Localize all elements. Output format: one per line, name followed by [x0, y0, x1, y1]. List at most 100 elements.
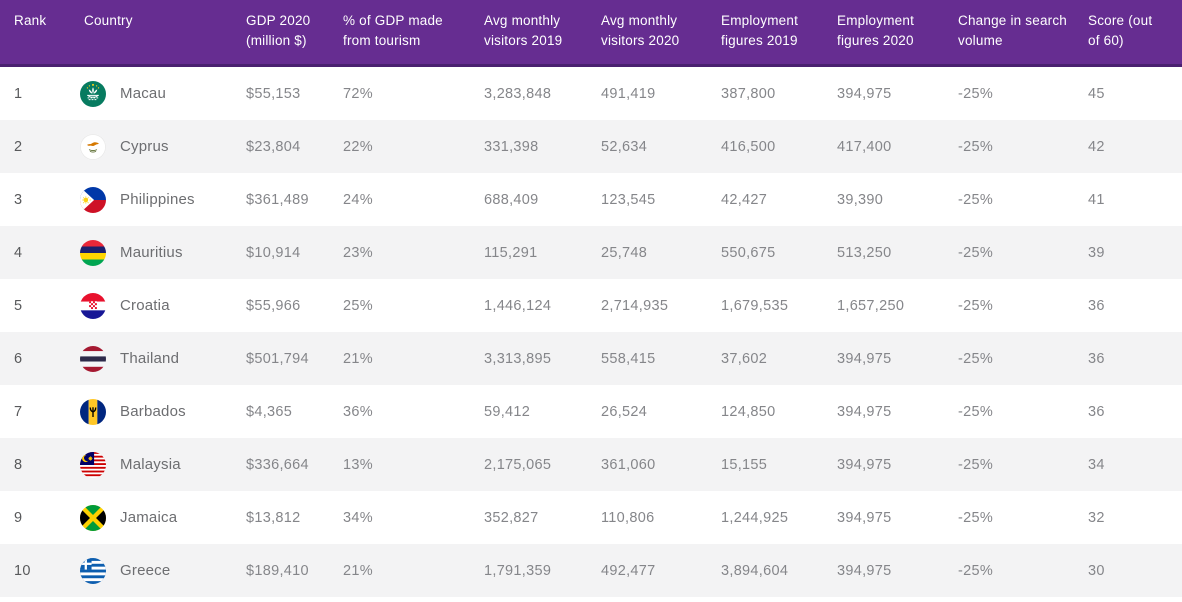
score-cell: 39	[1088, 244, 1105, 261]
country-cell: Cyprus	[70, 133, 232, 160]
employment-2019-cell: 3,894,604	[721, 562, 789, 579]
table-row: 5 Croatia $55,966 25% 1,446,124 2,714,93…	[0, 279, 1182, 332]
search-change-cell: -25%	[958, 562, 994, 579]
rank-cell: 3	[14, 191, 23, 208]
employment-2019-cell: 37,602	[721, 350, 768, 367]
rank-cell: 2	[14, 138, 23, 155]
pct-gdp-tourism-cell: 21%	[343, 350, 373, 367]
col-header-rank: Rank	[14, 13, 47, 28]
country-name: Croatia	[120, 297, 170, 314]
col-header-pct-gdp-tourism: % of GDP made from tourism	[343, 13, 443, 48]
gdp-cell: $55,153	[246, 85, 301, 102]
gdp-cell: $501,794	[246, 350, 309, 367]
visitors-2019-cell: 352,827	[484, 509, 539, 526]
search-change-cell: -25%	[958, 509, 994, 526]
flag-mauritius-icon	[80, 239, 106, 266]
employment-2019-cell: 387,800	[721, 85, 776, 102]
table-row: 9 Jamaica $13,812 34% 352,827 110,806 1,…	[0, 491, 1182, 544]
country-name: Macau	[120, 85, 167, 102]
employment-2019-cell: 550,675	[721, 244, 776, 261]
employment-2019-cell: 124,850	[721, 403, 776, 420]
country-cell: Jamaica	[70, 504, 232, 531]
employment-2020-cell: 513,250	[837, 244, 892, 261]
score-cell: 36	[1088, 297, 1105, 314]
search-change-cell: -25%	[958, 244, 994, 261]
rank-cell: 10	[14, 562, 31, 579]
gdp-cell: $189,410	[246, 562, 309, 579]
visitors-2020-cell: 2,714,935	[601, 297, 669, 314]
col-header-employment-2020: Employment figures 2020	[837, 13, 915, 48]
visitors-2019-cell: 3,283,848	[484, 85, 552, 102]
table-row: 3 Philippines $361,489 24% 688,409 123,5…	[0, 173, 1182, 226]
flag-philippines-icon	[80, 186, 106, 213]
rank-cell: 6	[14, 350, 23, 367]
flag-malaysia-icon	[80, 451, 106, 478]
country-name: Greece	[120, 562, 171, 579]
country-cell: Macau	[70, 80, 232, 107]
pct-gdp-tourism-cell: 23%	[343, 244, 373, 261]
flag-cyprus-icon	[80, 133, 106, 160]
gdp-cell: $13,812	[246, 509, 301, 526]
pct-gdp-tourism-cell: 13%	[343, 456, 373, 473]
score-cell: 36	[1088, 403, 1105, 420]
visitors-2019-cell: 331,398	[484, 138, 539, 155]
gdp-cell: $10,914	[246, 244, 301, 261]
table-body: 1 Macau $55,153 72% 3,283,848 491,419 38…	[0, 67, 1182, 597]
flag-greece-icon	[80, 557, 106, 584]
flag-croatia-icon	[80, 292, 106, 319]
col-header-employment-2019: Employment figures 2019	[721, 13, 799, 48]
employment-2019-cell: 416,500	[721, 138, 776, 155]
visitors-2020-cell: 123,545	[601, 191, 656, 208]
col-header-visitors-2019: Avg monthly visitors 2019	[484, 13, 563, 48]
employment-2020-cell: 394,975	[837, 350, 892, 367]
rank-cell: 1	[14, 85, 23, 102]
visitors-2020-cell: 52,634	[601, 138, 648, 155]
visitors-2019-cell: 688,409	[484, 191, 539, 208]
country-name: Thailand	[120, 350, 180, 367]
rank-cell: 4	[14, 244, 23, 261]
employment-2020-cell: 417,400	[837, 138, 892, 155]
pct-gdp-tourism-cell: 34%	[343, 509, 373, 526]
employment-2020-cell: 394,975	[837, 85, 892, 102]
search-change-cell: -25%	[958, 350, 994, 367]
country-name: Cyprus	[120, 138, 169, 155]
table-row: 6 Thailand $501,794 21% 3,313,895 558,41…	[0, 332, 1182, 385]
col-header-gdp-2020: GDP 2020 (million $)	[246, 13, 311, 48]
country-cell: Greece	[70, 557, 232, 584]
visitors-2019-cell: 59,412	[484, 403, 531, 420]
country-cell: Croatia	[70, 292, 232, 319]
visitors-2019-cell: 1,791,359	[484, 562, 552, 579]
visitors-2020-cell: 492,477	[601, 562, 656, 579]
employment-2020-cell: 394,975	[837, 456, 892, 473]
employment-2020-cell: 394,975	[837, 509, 892, 526]
country-cell: Thailand	[70, 345, 232, 372]
visitors-2019-cell: 3,313,895	[484, 350, 552, 367]
employment-2019-cell: 15,155	[721, 456, 768, 473]
gdp-cell: $55,966	[246, 297, 301, 314]
search-change-cell: -25%	[958, 456, 994, 473]
table-row: 2 Cyprus $23,804 22% 331,398 52,634 416,…	[0, 120, 1182, 173]
score-cell: 41	[1088, 191, 1105, 208]
visitors-2020-cell: 558,415	[601, 350, 656, 367]
gdp-cell: $23,804	[246, 138, 301, 155]
flag-jamaica-icon	[80, 504, 106, 531]
country-cell: Barbados	[70, 398, 232, 425]
employment-2019-cell: 1,244,925	[721, 509, 789, 526]
col-header-country: Country	[84, 13, 133, 28]
table-row: 8 Malaysia $336,664 13% 2,175,065 361,06…	[0, 438, 1182, 491]
gdp-cell: $4,365	[246, 403, 293, 420]
employment-2019-cell: 1,679,535	[721, 297, 789, 314]
score-cell: 32	[1088, 509, 1105, 526]
rank-cell: 7	[14, 403, 23, 420]
employment-2019-cell: 42,427	[721, 191, 768, 208]
score-cell: 45	[1088, 85, 1105, 102]
gdp-cell: $336,664	[246, 456, 309, 473]
visitors-2019-cell: 1,446,124	[484, 297, 552, 314]
visitors-2020-cell: 25,748	[601, 244, 648, 261]
search-change-cell: -25%	[958, 85, 994, 102]
table-header: Rank Country GDP 2020 (million $) % of G…	[0, 0, 1182, 67]
col-header-visitors-2020: Avg monthly visitors 2020	[601, 13, 680, 48]
search-change-cell: -25%	[958, 191, 994, 208]
pct-gdp-tourism-cell: 72%	[343, 85, 373, 102]
pct-gdp-tourism-cell: 22%	[343, 138, 373, 155]
